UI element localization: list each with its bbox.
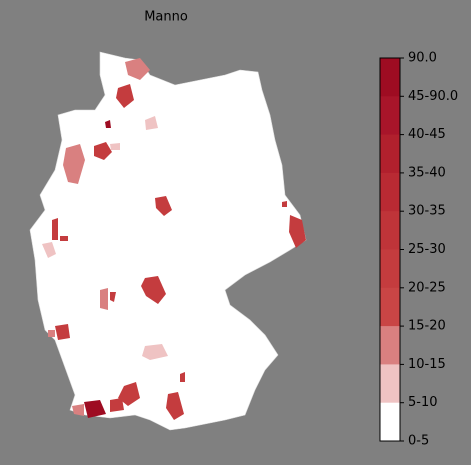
region (145, 116, 158, 130)
colorbar-segment (380, 58, 400, 97)
colorbar-label: 20-25 (408, 280, 446, 295)
region (116, 84, 134, 108)
colorbar-segment (380, 402, 400, 442)
map-title: Manno (144, 10, 188, 25)
colorbar-label: 15-20 (408, 319, 446, 334)
region (110, 292, 116, 302)
region (42, 242, 56, 258)
colorbar: 90.0 45-90.0 40-45 35-40 30-35 25-30 20-25 15-2… (379, 51, 458, 449)
region (52, 218, 58, 240)
region (63, 144, 85, 184)
region (84, 400, 106, 418)
colorbar-label: 90.0 (408, 51, 437, 66)
region (125, 58, 150, 80)
region (289, 215, 306, 248)
region (180, 372, 185, 382)
region (166, 392, 184, 420)
region (48, 330, 55, 337)
colorbar-label: 35-40 (408, 165, 446, 180)
colorbar-label: 30-35 (408, 204, 446, 219)
colorbar-label: 40-45 (408, 127, 446, 142)
region (142, 344, 168, 360)
colorbar-segment (380, 211, 400, 250)
region (155, 196, 172, 216)
colorbar-segment (380, 96, 400, 136)
region (282, 201, 287, 207)
region (60, 236, 68, 241)
region (110, 143, 120, 150)
region (118, 382, 140, 406)
region (72, 404, 84, 416)
colorbar-segment (380, 249, 400, 289)
region (94, 142, 112, 160)
colorbar-label: 5-10 (408, 395, 438, 410)
colorbar-label: 0-5 (408, 434, 429, 449)
region (55, 324, 70, 340)
colorbar-segment (380, 172, 400, 212)
germany-map (29, 51, 307, 431)
colorbar-label: 45-90.0 (408, 89, 458, 104)
region (110, 398, 124, 412)
region (100, 288, 108, 310)
colorbar-segment (380, 287, 400, 327)
region (141, 276, 166, 304)
colorbar-segment (380, 134, 400, 174)
colorbar-label: 25-30 (408, 242, 446, 257)
colorbar-segment (380, 364, 400, 404)
colorbar-segment (380, 326, 400, 365)
colorbar-label: 10-15 (408, 357, 446, 372)
region (105, 120, 111, 128)
